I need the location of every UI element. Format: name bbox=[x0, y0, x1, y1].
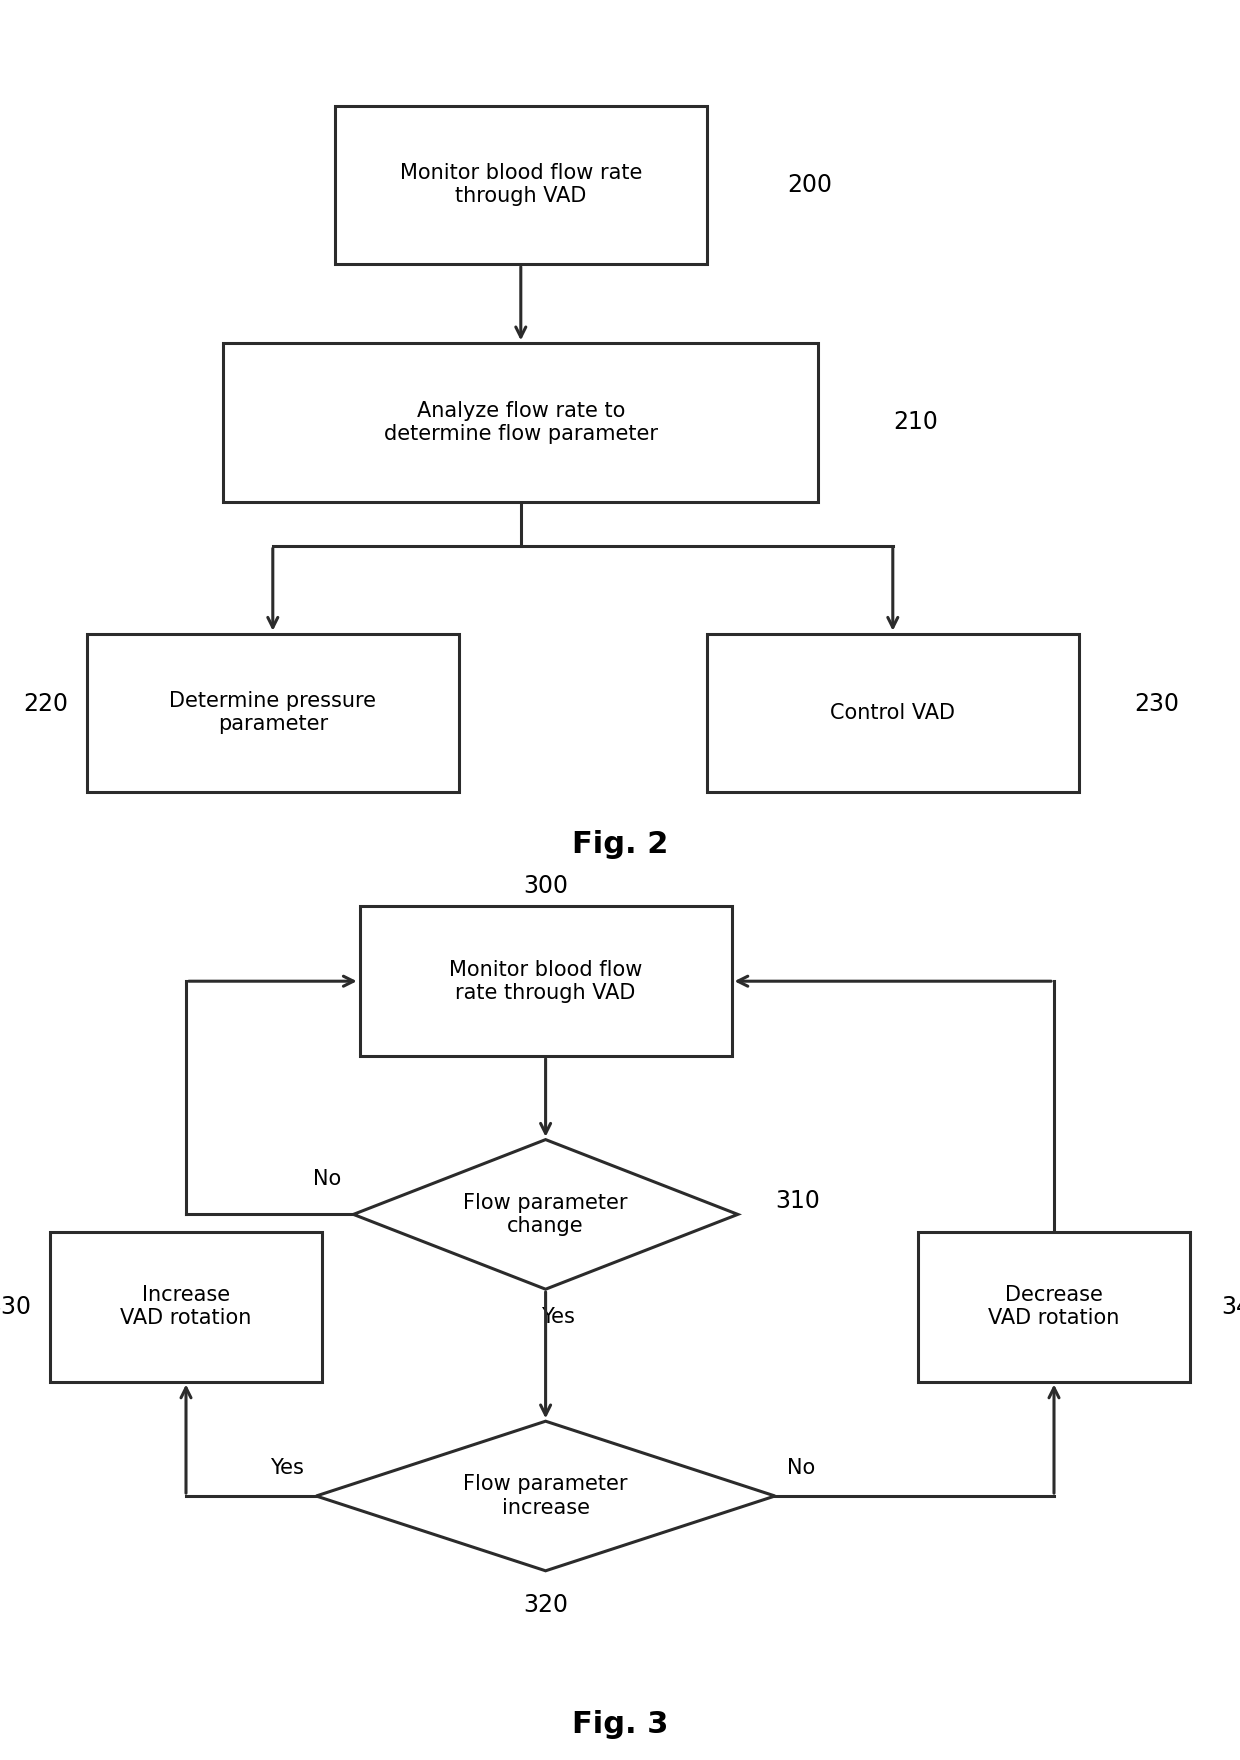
Text: No: No bbox=[787, 1459, 816, 1478]
Text: 210: 210 bbox=[893, 410, 937, 435]
Text: 300: 300 bbox=[523, 873, 568, 898]
FancyBboxPatch shape bbox=[707, 634, 1079, 792]
FancyBboxPatch shape bbox=[87, 634, 459, 792]
Text: Fig. 3: Fig. 3 bbox=[572, 1711, 668, 1739]
Text: Determine pressure
parameter: Determine pressure parameter bbox=[170, 692, 376, 734]
Text: 330: 330 bbox=[0, 1295, 31, 1318]
Text: 230: 230 bbox=[1135, 692, 1179, 716]
Text: Monitor blood flow
rate through VAD: Monitor blood flow rate through VAD bbox=[449, 959, 642, 1003]
Text: 340: 340 bbox=[1221, 1295, 1240, 1318]
Text: 310: 310 bbox=[775, 1190, 820, 1213]
Text: Analyze flow rate to
determine flow parameter: Analyze flow rate to determine flow para… bbox=[384, 401, 657, 444]
Text: 200: 200 bbox=[787, 172, 832, 197]
FancyBboxPatch shape bbox=[335, 106, 707, 264]
Text: Flow parameter
change: Flow parameter change bbox=[464, 1193, 627, 1236]
FancyBboxPatch shape bbox=[223, 343, 818, 502]
Text: Yes: Yes bbox=[270, 1459, 304, 1478]
FancyBboxPatch shape bbox=[50, 1232, 322, 1382]
FancyBboxPatch shape bbox=[360, 906, 732, 1056]
Text: Fig. 2: Fig. 2 bbox=[572, 831, 668, 859]
Text: Control VAD: Control VAD bbox=[831, 702, 955, 723]
Polygon shape bbox=[316, 1422, 775, 1572]
Text: Decrease
VAD rotation: Decrease VAD rotation bbox=[988, 1285, 1120, 1329]
Text: 320: 320 bbox=[523, 1593, 568, 1617]
FancyBboxPatch shape bbox=[918, 1232, 1190, 1382]
Text: No: No bbox=[312, 1169, 341, 1190]
Text: Increase
VAD rotation: Increase VAD rotation bbox=[120, 1285, 252, 1329]
Polygon shape bbox=[353, 1140, 738, 1288]
Text: 220: 220 bbox=[24, 692, 68, 716]
Text: Yes: Yes bbox=[541, 1306, 575, 1327]
Text: Monitor blood flow rate
through VAD: Monitor blood flow rate through VAD bbox=[399, 164, 642, 206]
Text: Flow parameter
increase: Flow parameter increase bbox=[464, 1475, 627, 1517]
